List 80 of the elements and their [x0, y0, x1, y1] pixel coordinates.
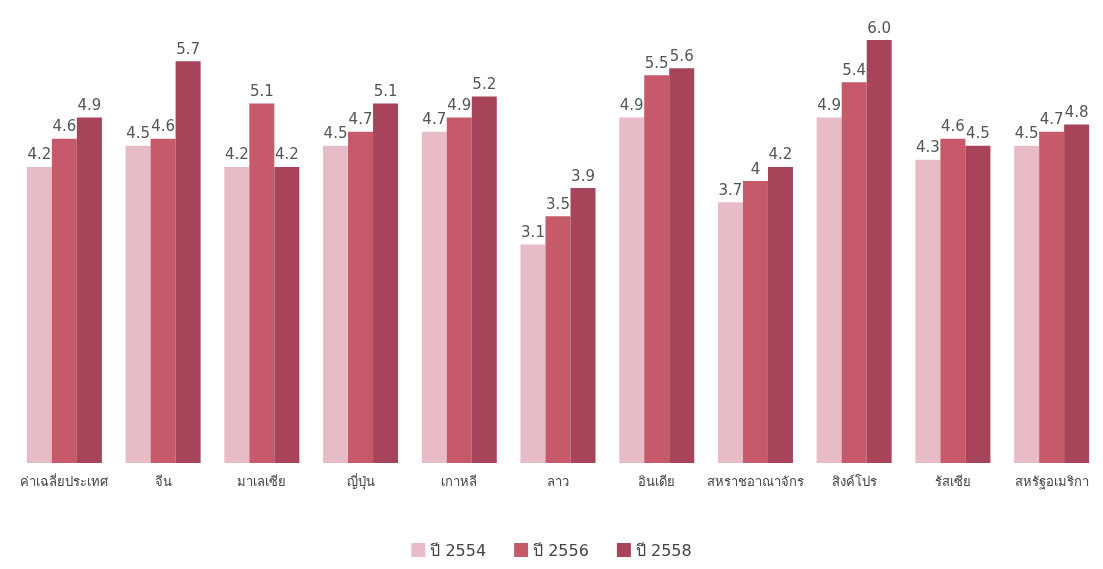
- bar: [965, 145, 991, 463]
- x-tick-label: จีน: [154, 474, 172, 489]
- bar: [150, 138, 176, 463]
- bar: [570, 188, 596, 463]
- data-label: 4.9: [447, 96, 472, 115]
- x-tick-label: ลาว: [547, 474, 569, 489]
- bar: [26, 166, 52, 463]
- bar: [76, 117, 102, 463]
- bar: [224, 166, 250, 463]
- bar: [51, 138, 77, 463]
- bar: [175, 61, 201, 463]
- bar: [915, 159, 941, 463]
- bar: [1014, 145, 1040, 463]
- bar: [125, 145, 151, 463]
- data-label: 5.6: [669, 46, 694, 65]
- data-label: 3.9: [571, 166, 595, 185]
- x-tick-label: มาเลเซีย: [237, 474, 287, 489]
- bar: [669, 68, 695, 463]
- data-label: 4.9: [619, 96, 644, 115]
- bar: [841, 82, 867, 463]
- bar: [520, 244, 546, 463]
- data-label: 4.2: [27, 145, 52, 164]
- bar: [1064, 124, 1090, 463]
- bar: [816, 117, 842, 463]
- bar: [940, 138, 966, 463]
- data-label: 3.5: [546, 194, 570, 213]
- data-label: 5.1: [373, 81, 398, 100]
- data-label: 4.2: [224, 145, 249, 164]
- data-label: 4.6: [52, 117, 77, 136]
- data-label: 5.7: [176, 39, 201, 58]
- x-tick-label: เกาหลี: [441, 474, 478, 489]
- bar: [545, 216, 571, 463]
- data-label: 4.6: [940, 117, 965, 136]
- data-label: 4.5: [1014, 124, 1039, 143]
- bar: [323, 145, 349, 463]
- x-tick-label: สหรัฐอเมริกา: [1014, 474, 1089, 490]
- bar: [767, 166, 793, 463]
- bar: [348, 131, 374, 463]
- data-label: 4.8: [1064, 103, 1089, 122]
- data-label: 3.1: [521, 222, 545, 241]
- bar: [717, 202, 743, 463]
- x-tick-label: สิงค์โปร: [831, 474, 877, 489]
- legend-label: ปี 2558: [635, 540, 692, 560]
- data-label: 4.2: [274, 145, 299, 164]
- data-label: 4.7: [348, 110, 373, 129]
- data-label: 3.7: [718, 180, 743, 199]
- bar: [373, 103, 399, 463]
- data-label: 5.2: [472, 74, 497, 93]
- bar: [274, 166, 300, 463]
- data-label: 4.5: [965, 124, 990, 143]
- x-tick-label: สหราชอาณาจักร: [706, 474, 804, 489]
- x-tick-label: ค่าเฉลี่ยประเทศ: [20, 473, 110, 489]
- data-label: 5.4: [842, 60, 867, 79]
- data-label: 4.7: [422, 110, 447, 129]
- data-label: 5.5: [644, 53, 669, 72]
- data-label: 4.9: [817, 96, 842, 115]
- bar: [742, 181, 768, 463]
- data-label: 4.5: [323, 124, 348, 143]
- data-label: 4.5: [126, 124, 151, 143]
- data-label: 4.3: [915, 138, 940, 157]
- x-tick-label: อินเดีย: [638, 474, 676, 489]
- x-tick-label: ญี่ปุ่น: [346, 473, 375, 490]
- data-label: 6.0: [867, 18, 892, 37]
- bar: [644, 75, 670, 463]
- bar: [421, 131, 447, 463]
- bar: [471, 96, 497, 463]
- bar: [866, 40, 892, 463]
- bar: [249, 103, 275, 463]
- bar: [1039, 131, 1065, 463]
- legend-label: ปี 2554: [430, 540, 487, 560]
- data-label: 4.7: [1039, 110, 1064, 129]
- legend-label: ปี 2556: [533, 540, 589, 560]
- x-tick-label: รัสเซีย: [934, 474, 971, 489]
- data-label: 5.1: [249, 81, 274, 100]
- data-label: 4.9: [77, 96, 102, 115]
- data-label: 4: [750, 159, 761, 178]
- data-label: 4.2: [768, 145, 793, 164]
- data-label: 4.6: [151, 117, 176, 136]
- bar: [619, 117, 645, 463]
- bar: [446, 117, 472, 463]
